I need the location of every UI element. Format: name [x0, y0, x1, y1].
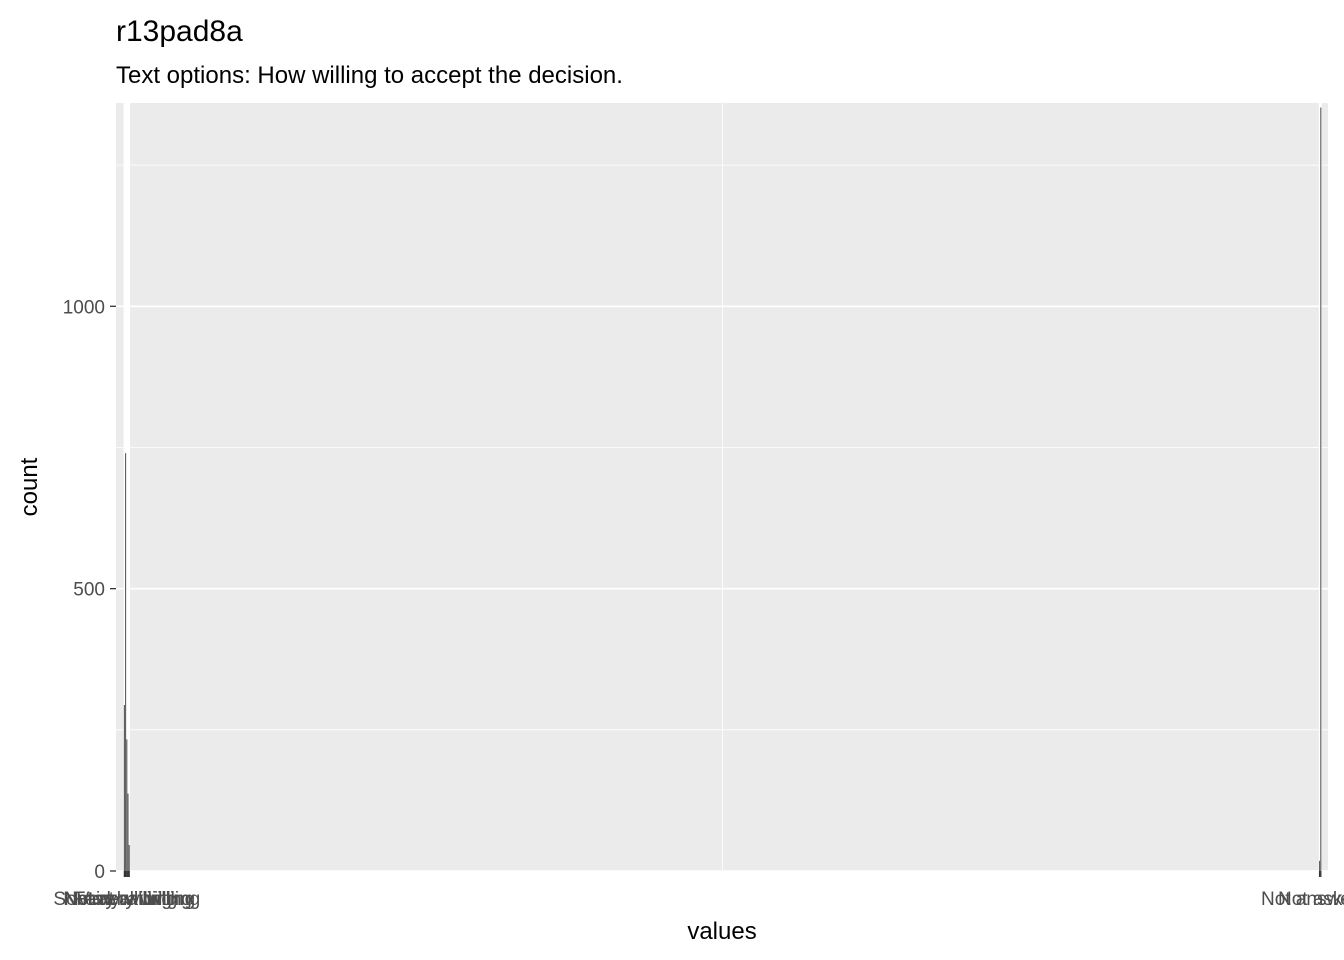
x-tick-label: Very willing [77, 889, 172, 910]
bar [1320, 107, 1322, 872]
grid-minor [116, 103, 1328, 871]
bar [125, 453, 127, 871]
y-axis: 0 500 1000 [63, 297, 116, 883]
bar [126, 739, 128, 871]
plot-panel [116, 103, 1328, 871]
x-axis-title: values [687, 918, 756, 945]
bar [127, 793, 129, 871]
y-tick-label: 500 [73, 580, 105, 601]
bars [123, 107, 1322, 872]
x-tick-label: Fairly willing [74, 889, 177, 910]
bar [123, 704, 125, 871]
x-tick-label: Somewhat willing [53, 889, 200, 910]
x-tick-label: Not asked [1278, 889, 1344, 910]
x-tick-label: Not answered [1261, 889, 1344, 910]
x-tick-label: Not very willing [64, 889, 192, 910]
y-axis-title: count [16, 457, 43, 516]
chart-title: r13pad8a [116, 15, 243, 48]
bar [128, 845, 130, 871]
y-tick-label: 0 [94, 862, 105, 883]
chart-subtitle: Text options: How willing to accept the … [116, 62, 623, 89]
x-tick-label: Not at all willing [63, 889, 195, 910]
y-tick-label: 1000 [63, 297, 105, 318]
bar [1319, 860, 1321, 871]
